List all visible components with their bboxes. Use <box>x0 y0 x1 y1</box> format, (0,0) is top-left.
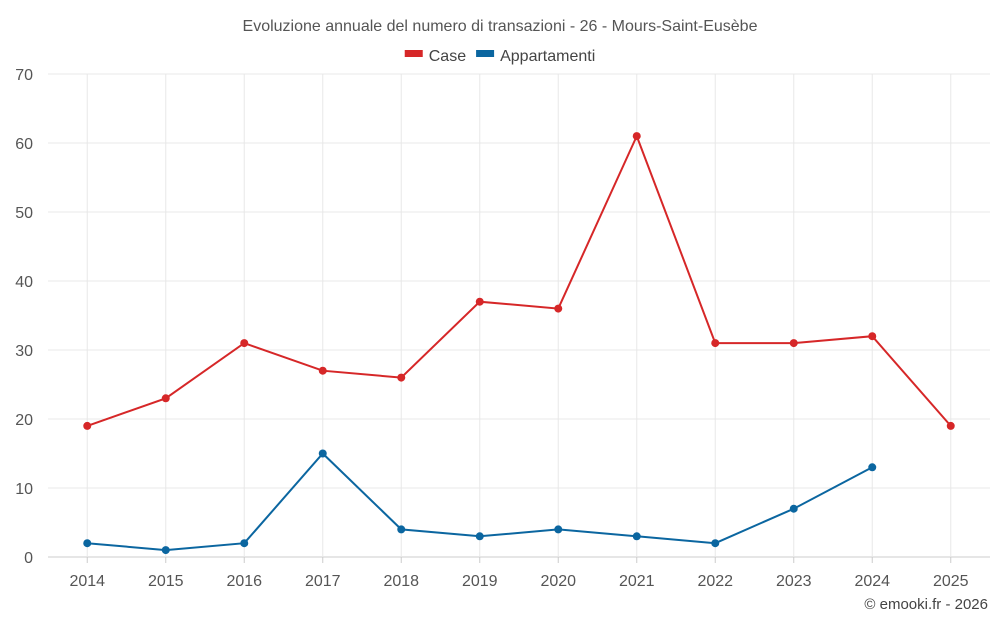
data-point-case <box>240 339 249 348</box>
x-tick-label: 2024 <box>854 573 890 590</box>
series-line-case <box>86 133 952 427</box>
y-tick-label: 50 <box>15 205 33 222</box>
legend-swatch-appartamenti <box>476 50 495 57</box>
data-point-appartamenti <box>397 525 406 534</box>
data-point-appartamenti <box>83 539 92 548</box>
credit-text: © emooki.fr - 2026 <box>864 596 988 613</box>
data-point-case <box>868 332 877 341</box>
series-layer <box>83 132 955 555</box>
x-tick-label: 2016 <box>226 573 262 590</box>
data-point-case <box>789 339 798 348</box>
x-tick-label: 2015 <box>148 573 184 590</box>
y-tick-label: 40 <box>15 274 33 291</box>
y-tick-label: 30 <box>15 343 33 360</box>
data-point-case <box>711 339 720 348</box>
data-point-case <box>554 304 563 313</box>
y-axis: 0 10 20 30 40 50 60 70 <box>15 67 33 567</box>
data-point-case <box>161 394 170 403</box>
data-point-appartamenti <box>868 463 877 472</box>
legend-label: Case <box>429 48 466 65</box>
y-tick-label: 70 <box>15 67 33 84</box>
x-tick-label: 2017 <box>305 573 341 590</box>
data-point-appartamenti <box>318 449 327 458</box>
y-tick-label: 20 <box>15 412 33 429</box>
x-tick-label: 2018 <box>383 573 419 590</box>
data-point-appartamenti <box>711 539 720 548</box>
x-tick-label: 2021 <box>619 573 655 590</box>
y-tick-label: 0 <box>24 550 33 567</box>
x-tick-label: 2022 <box>697 573 733 590</box>
x-axis: 2014 2015 2016 2017 2018 2019 2020 2021 2022 2023… <box>69 557 969 590</box>
legend-label: Appartamenti <box>500 48 595 65</box>
data-point-appartamenti <box>789 504 798 513</box>
data-point-case <box>475 297 484 306</box>
x-tick-label: 2025 <box>933 573 969 590</box>
data-point-appartamenti <box>161 546 170 555</box>
data-point-case <box>946 421 955 430</box>
data-point-case <box>632 132 641 141</box>
x-tick-label: 2014 <box>69 573 105 590</box>
data-point-appartamenti <box>554 525 563 534</box>
x-tick-label: 2023 <box>776 573 812 590</box>
x-tick-label: 2019 <box>462 573 498 590</box>
chart-title: Evoluzione annuale del numero di transaz… <box>243 18 758 35</box>
data-point-appartamenti <box>632 532 641 541</box>
data-point-appartamenti <box>475 532 484 541</box>
legend: Case Appartamenti <box>404 48 595 65</box>
data-point-appartamenti <box>240 539 249 548</box>
y-tick-label: 60 <box>15 136 33 153</box>
x-tick-label: 2020 <box>540 573 576 590</box>
data-point-case <box>83 421 92 430</box>
y-tick-label: 10 <box>15 481 33 498</box>
data-point-case <box>397 373 406 382</box>
gridlines <box>48 73 990 558</box>
legend-swatch-case <box>404 50 423 57</box>
data-point-case <box>318 366 327 375</box>
